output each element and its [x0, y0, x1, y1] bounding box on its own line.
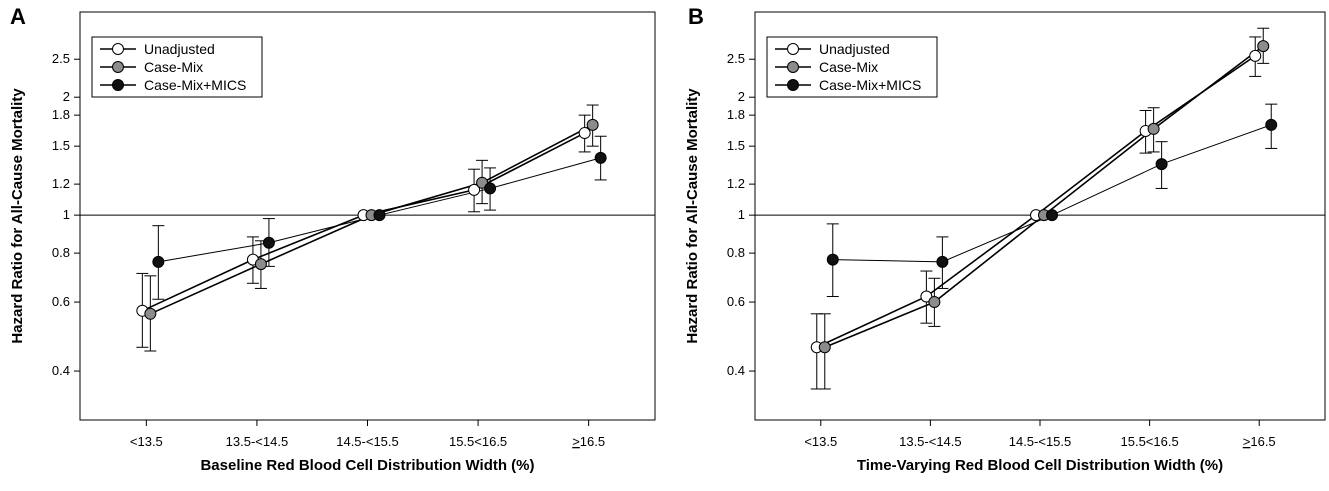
data-point	[594, 151, 607, 164]
data-point	[1147, 122, 1160, 135]
legend-label: Case-Mix+MICS	[144, 77, 246, 93]
legend: Unadjusted Case-Mix Case-Mix+MICS	[91, 36, 263, 98]
legend-marker	[787, 43, 799, 55]
legend-marker	[112, 43, 124, 55]
x-tick-label: 13.5-<14.5	[899, 434, 962, 449]
legend-label: Case-Mix	[819, 59, 878, 75]
chart-panel-A: A 0.4 0.6 0.8 1 1.2 1.5 1.8 2 2.5 <13.5 13.5-<14.5 1…	[9, 4, 656, 474]
data-point	[578, 127, 591, 140]
data-point	[1249, 49, 1262, 62]
data-point	[1046, 209, 1058, 222]
y-tick-label: 0.8	[52, 245, 70, 260]
legend-marker	[787, 61, 799, 73]
panel-label: B	[688, 4, 704, 29]
x-axis-title: Time-Varying Red Blood Cell Distribution…	[857, 457, 1223, 474]
y-tick-label: 1	[63, 207, 70, 222]
y-tick-label: 1.2	[727, 176, 745, 191]
y-tick-label: 0.8	[727, 245, 745, 260]
y-tick-label: 1.5	[727, 138, 745, 153]
data-point	[1155, 158, 1168, 171]
tick-value: 16.5	[1250, 434, 1275, 449]
data-point	[468, 183, 481, 196]
data-point	[262, 236, 275, 249]
y-tick-label: 2.5	[52, 51, 70, 66]
data-point	[1257, 40, 1270, 53]
x-tick-label: >16.5	[572, 434, 605, 449]
y-tick-label: 0.6	[727, 294, 745, 309]
y-tick-label: 1.2	[52, 176, 70, 191]
x-tick-label: <13.5	[804, 434, 837, 449]
x-tick-label: >16.5	[1243, 434, 1276, 449]
y-tick-label: 0.4	[52, 363, 70, 378]
y-tick-label: 2	[63, 89, 70, 104]
y-tick-label: 1.5	[52, 138, 70, 153]
series-line-case-mix-mics	[832, 124, 1272, 263]
y-tick-label: 1.8	[727, 107, 745, 122]
y-axis-title: Hazard Ratio for All-Cause Mortality	[684, 88, 701, 344]
x-axis-title: Baseline Red Blood Cell Distribution Wid…	[200, 457, 534, 474]
panel-label: A	[10, 4, 26, 29]
data-point	[826, 253, 839, 266]
data-point	[586, 118, 599, 131]
y-axis-title: Hazard Ratio for All-Cause Mortality	[9, 88, 26, 344]
tick-value: 16.5	[580, 434, 605, 449]
x-tick-label: 15.5<16.5	[1121, 434, 1179, 449]
data-point	[254, 258, 267, 271]
legend-marker	[112, 79, 124, 91]
x-tick-label: 13.5-<14.5	[226, 434, 289, 449]
legend-marker	[112, 61, 124, 73]
x-tick-label: 15.5<16.5	[449, 434, 507, 449]
series-line-unadjusted	[142, 132, 586, 312]
tick-symbol: >	[1243, 434, 1251, 449]
data-point	[936, 255, 949, 268]
y-tick-label: 1.8	[52, 107, 70, 122]
y-tick-label: 0.6	[52, 294, 70, 309]
y-tick-label: 2.5	[727, 51, 745, 66]
data-point	[152, 255, 165, 268]
legend-marker	[787, 79, 799, 91]
x-tick-label: 14.5-<15.5	[1009, 434, 1072, 449]
y-tick-label: 2	[738, 89, 745, 104]
data-point	[928, 296, 941, 309]
data-point	[484, 182, 497, 195]
x-tick-label: 14.5-<15.5	[336, 434, 399, 449]
legend-label: Case-Mix+MICS	[819, 77, 921, 93]
tick-symbol: >	[572, 434, 580, 449]
data-point	[1265, 118, 1278, 131]
data-point	[476, 176, 489, 189]
legend-label: Unadjusted	[144, 41, 215, 57]
chart-panel-B: B 0.4 0.6 0.8 1 1.2 1.5 1.8 2 2.5 <13.5 13.5-<14.5 1…	[684, 4, 1326, 474]
series-line-unadjusted	[816, 55, 1256, 348]
data-point	[818, 341, 831, 354]
legend-label: Unadjusted	[819, 41, 890, 57]
legend-label: Case-Mix	[144, 59, 203, 75]
data-point	[144, 307, 157, 320]
data-point	[373, 209, 386, 222]
y-tick-label: 1	[738, 207, 745, 222]
legend: Unadjusted Case-Mix Case-Mix+MICS	[766, 36, 938, 98]
x-tick-label: <13.5	[130, 434, 163, 449]
y-tick-label: 0.4	[727, 363, 745, 378]
